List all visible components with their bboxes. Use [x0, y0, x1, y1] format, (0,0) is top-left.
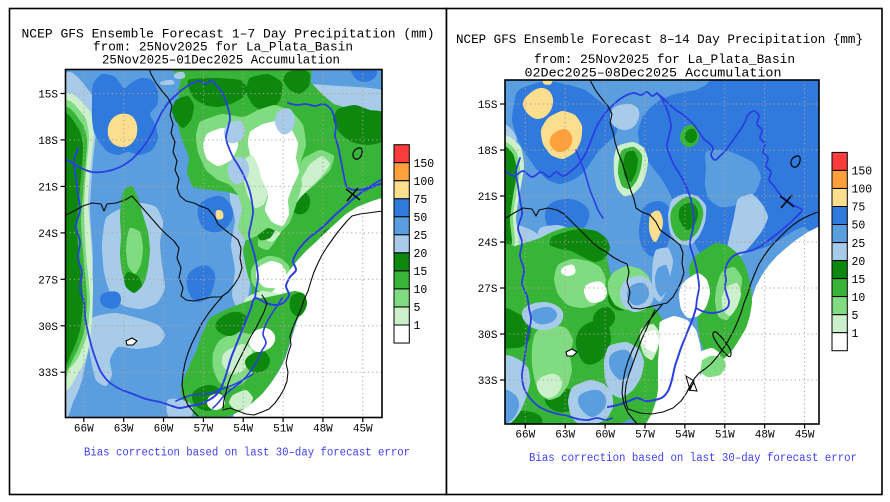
svg-text:66W: 66W	[74, 424, 94, 436]
svg-text:45W: 45W	[795, 430, 815, 442]
svg-text:27S: 27S	[38, 275, 58, 287]
svg-text:51W: 51W	[273, 424, 293, 436]
svg-text:50: 50	[852, 220, 866, 233]
svg-text:1: 1	[414, 320, 421, 333]
svg-text:30S: 30S	[478, 330, 498, 342]
svg-text:from: 25Nov2025 for La_Plata: from: 25Nov2025 for La_Plata_Basin	[93, 41, 353, 55]
svg-text:18S: 18S	[478, 146, 498, 158]
svg-text:20: 20	[414, 248, 428, 261]
svg-text:100: 100	[852, 184, 873, 197]
svg-text:25Nov2025–01Dec2025 Accumulati: 25Nov2025–01Dec2025 Accumulation	[102, 54, 340, 68]
svg-text:50: 50	[414, 212, 428, 225]
svg-text:33S: 33S	[38, 368, 58, 380]
svg-text:150: 150	[852, 166, 873, 179]
svg-text:25: 25	[852, 238, 866, 251]
svg-text:57W: 57W	[193, 424, 213, 436]
svg-text:NCEP GFS Ensemble Forecast 8–1: NCEP GFS Ensemble Forecast 8–14 Day Prec…	[456, 33, 863, 47]
svg-text:10: 10	[852, 292, 866, 305]
svg-text:Bias correction based on last: Bias correction based on last 30–day for…	[529, 452, 857, 465]
svg-text:24S: 24S	[38, 229, 58, 241]
svg-text:150: 150	[414, 158, 435, 171]
svg-text:25: 25	[414, 230, 428, 243]
svg-text:02Dec2025–08Dec2025 Accumulati: 02Dec2025–08Dec2025 Accumulation	[525, 67, 782, 81]
svg-text:51W: 51W	[715, 430, 735, 442]
svg-text:66W: 66W	[515, 430, 535, 442]
svg-text:5: 5	[852, 310, 859, 323]
svg-text:Bias correction based on last: Bias correction based on last 30–day for…	[84, 447, 410, 460]
svg-text:100: 100	[414, 176, 435, 189]
svg-text:5: 5	[414, 302, 421, 315]
svg-text:15: 15	[414, 266, 428, 279]
svg-text:75: 75	[414, 194, 428, 207]
svg-text:63W: 63W	[555, 430, 575, 442]
svg-text:21S: 21S	[38, 182, 58, 194]
svg-text:from: 25Nov2025 for La_Plata: from: 25Nov2025 for La_Plata_Basin	[534, 53, 795, 67]
svg-text:63W: 63W	[114, 424, 134, 436]
svg-text:60W: 60W	[154, 424, 174, 436]
svg-text:18S: 18S	[38, 136, 58, 148]
svg-text:60W: 60W	[595, 430, 615, 442]
svg-text:45W: 45W	[353, 424, 373, 436]
svg-text:1: 1	[852, 328, 859, 341]
svg-text:33S: 33S	[478, 376, 498, 388]
svg-text:30S: 30S	[38, 322, 58, 334]
svg-text:15S: 15S	[38, 90, 58, 102]
svg-text:54W: 54W	[675, 430, 695, 442]
svg-text:15: 15	[852, 274, 866, 287]
svg-text:27S: 27S	[478, 284, 498, 296]
svg-text:54W: 54W	[233, 424, 253, 436]
svg-text:75: 75	[852, 202, 866, 215]
svg-text:20: 20	[852, 256, 866, 269]
svg-text:48W: 48W	[313, 424, 333, 436]
svg-text:10: 10	[414, 284, 428, 297]
svg-text:21S: 21S	[478, 192, 498, 204]
svg-text:24S: 24S	[478, 238, 498, 250]
svg-text:57W: 57W	[635, 430, 655, 442]
svg-text:15S: 15S	[478, 100, 498, 112]
svg-text:48W: 48W	[755, 430, 775, 442]
svg-text:NCEP GFS Ensemble Forecast 1–7: NCEP GFS Ensemble Forecast 1–7 Day Preci…	[22, 28, 435, 42]
